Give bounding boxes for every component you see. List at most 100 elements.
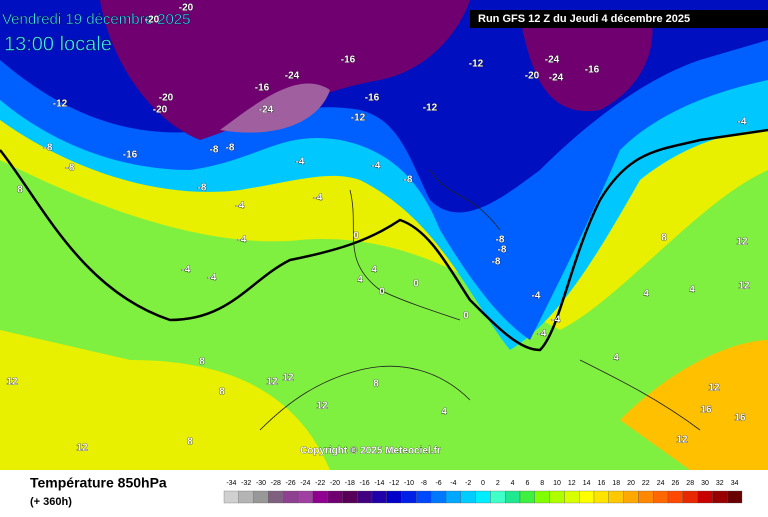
- contour-label: -8: [496, 235, 505, 246]
- run-info: Run GFS 12 Z du Jeudi 4 décembre 2025: [478, 13, 690, 25]
- colorbar-swatch: [534, 490, 550, 504]
- contour-label: 8: [17, 185, 23, 196]
- contour-label: 8: [661, 233, 667, 244]
- contour-label: -24: [285, 71, 300, 82]
- colorbar-label: -14: [374, 480, 384, 487]
- colorbar-label: -18: [345, 480, 355, 487]
- colorbar-label: -10: [404, 480, 414, 487]
- contour-label: -4: [372, 161, 381, 172]
- colorbar-swatch: [460, 490, 476, 504]
- contour-label: -4: [182, 265, 191, 276]
- coastlines: [259, 169, 701, 431]
- contour-label: -16: [585, 65, 600, 76]
- colorbar-label: -8: [421, 480, 427, 487]
- colorbar-swatch: [253, 490, 269, 504]
- contour-label: -4: [552, 315, 561, 326]
- colorbar-label: 28: [686, 480, 694, 487]
- colorbar-swatch: [564, 490, 580, 504]
- contour-label: -4: [296, 157, 305, 168]
- colorbar-swatch: [342, 490, 358, 504]
- colorbar-label: -6: [435, 480, 441, 487]
- contour-label: -24: [259, 105, 274, 116]
- colorbar-label: 34: [731, 480, 739, 487]
- contour-label: -8: [226, 143, 235, 154]
- colorbar-swatch: [727, 490, 743, 504]
- contour-label: -4: [738, 117, 747, 128]
- contour-label: 12: [316, 401, 328, 412]
- colorbar-swatch: [549, 490, 565, 504]
- run-banner: [470, 10, 768, 28]
- colorbar-label: -30: [256, 480, 266, 487]
- colorbar-label: 16: [598, 480, 606, 487]
- colorbar-label: 14: [583, 480, 591, 487]
- colorbar-label: -24: [300, 480, 310, 487]
- colorbar-label: 2: [496, 480, 500, 487]
- field-title: Température 850hPa: [30, 475, 167, 491]
- contour-label: 8: [373, 379, 379, 390]
- colorbar-swatch: [327, 490, 343, 504]
- contour-label: -8: [210, 145, 219, 156]
- colorbar-swatch: [445, 490, 461, 504]
- colorbar-swatch: [579, 490, 595, 504]
- colorbar-swatch: [357, 490, 373, 504]
- lead-time: (+ 360h): [30, 496, 72, 508]
- contour-label: 16: [734, 413, 746, 424]
- colorbar-swatch: [712, 490, 728, 504]
- contour-label: -8: [198, 183, 207, 194]
- colorbar-swatch: [431, 490, 447, 504]
- contour-label: 0: [413, 279, 419, 290]
- colorbar-swatch: [623, 490, 639, 504]
- colorbar-label: -2: [465, 480, 471, 487]
- contour-label: -16: [365, 93, 380, 104]
- contour-label: -4: [238, 235, 247, 246]
- colorbar-swatch: [283, 490, 299, 504]
- contour-label: 4: [689, 285, 695, 296]
- contour-label: 12: [6, 377, 18, 388]
- colorbar-swatch: [519, 490, 535, 504]
- contour-label: -20: [153, 105, 168, 116]
- contour-label: -4: [314, 193, 323, 204]
- forecast-time: 13:00 locale: [4, 33, 112, 55]
- colorbar-label: -4: [450, 480, 456, 487]
- colorbar-swatch: [268, 490, 284, 504]
- contour-label: 8: [219, 387, 225, 398]
- contour-label: 12: [708, 383, 720, 394]
- colorbar-label: 32: [716, 480, 724, 487]
- contour-label: 12: [282, 373, 294, 384]
- colorbar-label: 18: [612, 480, 620, 487]
- contour-label: -16: [255, 83, 270, 94]
- contour-label: -4: [538, 329, 547, 340]
- colorbar-label: -16: [360, 480, 370, 487]
- zero-isotherm: [0, 128, 768, 352]
- colorbar-label: -34: [226, 480, 236, 487]
- colorbar-label: 22: [642, 480, 650, 487]
- colorbar-label: -26: [286, 480, 296, 487]
- colorbar-swatch: [223, 490, 239, 504]
- contour-label: -8: [498, 245, 507, 256]
- contour-label: 4: [643, 289, 649, 300]
- contour-label: 4: [613, 353, 619, 364]
- contour-label: 4: [371, 265, 377, 276]
- colorbar-swatch: [475, 490, 491, 504]
- copyright: Copyright © 2025 Meteociel.fr: [300, 446, 441, 457]
- contour-label: -24: [549, 73, 564, 84]
- contour-label: 12: [76, 443, 88, 454]
- colorbar-swatch: [386, 490, 402, 504]
- colorbar-swatch: [682, 490, 698, 504]
- contour-label: -16: [123, 150, 138, 161]
- colorbar-swatch: [401, 490, 417, 504]
- contour-label: -24: [545, 55, 560, 66]
- colorbar-label: 10: [553, 480, 561, 487]
- colorbar-label: 0: [481, 480, 485, 487]
- colorbar-swatch: [697, 490, 713, 504]
- colorbar-swatch: [608, 490, 624, 504]
- colorbar-swatch: [312, 490, 328, 504]
- colorbar-swatch: [490, 490, 506, 504]
- contour-label: -16: [341, 55, 356, 66]
- contour-label: -12: [351, 113, 366, 124]
- colorbar-swatch: [653, 490, 669, 504]
- colorbar-swatch: [638, 490, 654, 504]
- colorbar-label: 20: [627, 480, 635, 487]
- contour-label: 12: [736, 237, 748, 248]
